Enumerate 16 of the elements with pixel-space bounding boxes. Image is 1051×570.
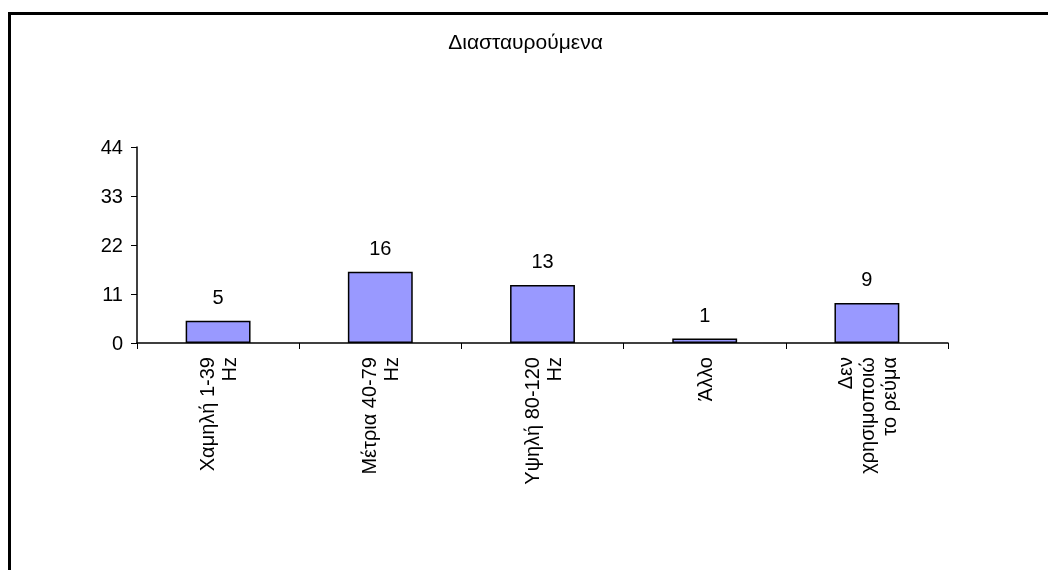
x-tick-label: Μέτρια 40-79 Hz (358, 357, 403, 475)
data-label: 16 (369, 236, 392, 259)
y-tick-label: 0 (111, 332, 123, 354)
x-tick-label: Χαμηλή 1-39 Hz (196, 357, 241, 472)
y-tick-label: 22 (100, 234, 123, 256)
y-tick-label: 33 (100, 185, 123, 207)
data-label: 9 (861, 267, 873, 290)
data-label: 5 (212, 285, 224, 308)
x-tick-label: Δεν χρησιμοποιώ το ρεύμα (833, 357, 900, 474)
chart-title: Διασταυρούμενα (448, 30, 603, 53)
data-label: 13 (531, 250, 554, 273)
y-tick-label: 44 (100, 136, 123, 158)
y-tick-label: 11 (102, 283, 123, 305)
data-label: 1 (699, 303, 711, 326)
x-tick-label: Άλλο (693, 357, 716, 402)
x-tick-label: Υψηλή 80-120 Hz (520, 357, 565, 485)
